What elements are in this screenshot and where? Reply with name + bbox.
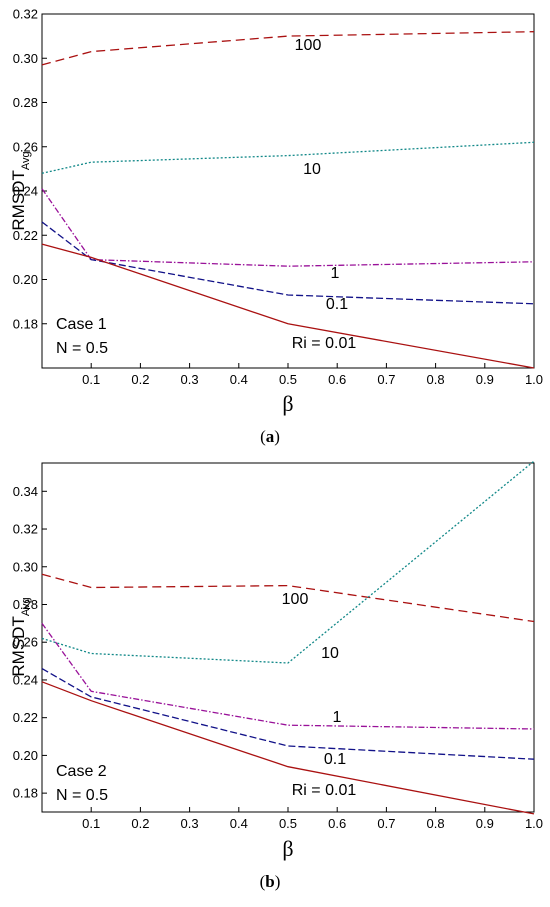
- series-label-100: 100: [295, 37, 322, 54]
- y-tick-label: 0.30: [13, 559, 38, 574]
- x-tick-label: 0.8: [427, 372, 445, 387]
- x-tick-label: 1.0: [525, 372, 543, 387]
- series-label-ri: Ri = 0.01: [292, 782, 357, 799]
- series-line-5: [41, 681, 535, 815]
- y-tick-label: 0.32: [13, 522, 38, 537]
- series-lines: [41, 31, 535, 369]
- x-axis-label: β: [282, 391, 293, 416]
- y-tick-label: 0.26: [13, 139, 38, 154]
- series-label-10: 10: [303, 161, 321, 178]
- series-lines: [41, 460, 535, 815]
- y-tick-label: 0.18: [13, 786, 38, 801]
- case-annotation: Case 1: [56, 316, 107, 333]
- x-tick-label: 0.5: [279, 816, 297, 831]
- x-tick-label: 0.4: [230, 816, 248, 831]
- x-axis-label: β: [282, 836, 293, 861]
- x-tick-label: 0.2: [131, 372, 149, 387]
- y-axis: 0.18 0.20 0.22 0.24 0.26 0.28 0.30 0.32: [13, 7, 47, 331]
- x-tick-label: 0.9: [476, 816, 494, 831]
- x-tick-label: 0.3: [181, 816, 199, 831]
- y-tick-label: 0.18: [13, 316, 38, 331]
- y-tick-label: 0.22: [13, 710, 38, 725]
- plot-frame: [41, 13, 535, 369]
- series-line-3: [41, 188, 535, 267]
- y-tick-label: 0.30: [13, 51, 38, 66]
- x-axis: 0.1 0.2 0.3 0.4 0.5 0.6 0.7 0.8 0.9 1.0: [82, 807, 543, 831]
- x-tick-label: 0.5: [279, 372, 297, 387]
- series-line-2: [41, 460, 535, 664]
- series-label-10: 10: [321, 645, 339, 662]
- x-tick-label: 0.6: [328, 372, 346, 387]
- y-axis-label: RMSDTAvg: [9, 151, 32, 230]
- series-label-1: 1: [331, 265, 340, 282]
- y-tick-label: 0.20: [13, 272, 38, 287]
- x-axis: 0.1 0.2 0.3 0.4 0.5 0.6 0.7 0.8 0.9 1.0: [82, 363, 543, 387]
- y-axis: 0.18 0.20 0.22 0.24 0.26 0.28 0.30 0.32 0.34: [13, 484, 47, 801]
- y-tick-label: 0.32: [13, 7, 38, 22]
- y-tick-label: 0.20: [13, 748, 38, 763]
- chart-panel-b: 0.18 0.20 0.22 0.24 0.26 0.28 0.30 0.32 0.34 0.1…: [9, 460, 543, 891]
- x-tick-label: 1.0: [525, 816, 543, 831]
- y-tick-label: 0.26: [13, 635, 38, 650]
- y-tick-label: 0.22: [13, 228, 38, 243]
- series-label-0.1: 0.1: [324, 751, 346, 768]
- y-tick-label: 0.24: [13, 184, 38, 199]
- n-annotation: N = 0.5: [56, 340, 108, 357]
- y-tick-label: 0.28: [13, 597, 38, 612]
- y-axis-label: RMSDTAvg: [9, 597, 32, 676]
- series-line-3: [41, 623, 535, 730]
- y-tick-label: 0.24: [13, 672, 38, 687]
- series-label-0.1: 0.1: [326, 296, 348, 313]
- series-label-100: 100: [282, 591, 309, 608]
- panel-caption: (b): [260, 872, 281, 891]
- plot-frame: [41, 462, 535, 813]
- series-line-2: [41, 141, 535, 174]
- x-tick-label: 0.4: [230, 372, 248, 387]
- panel-caption: (a): [260, 427, 280, 446]
- x-tick-label: 0.1: [82, 816, 100, 831]
- x-tick-label: 0.8: [427, 816, 445, 831]
- series-label-1: 1: [333, 709, 342, 726]
- series-label-ri: Ri = 0.01: [292, 335, 357, 352]
- n-annotation: N = 0.5: [56, 787, 108, 804]
- chart-panel-a: 0.180.200.220.240.260.280.300.32 0.1 0.2 0…: [9, 7, 543, 447]
- y-tick-label: 0.28: [13, 95, 38, 110]
- case-annotation: Case 2: [56, 763, 107, 780]
- series-line-1: [41, 31, 535, 66]
- x-tick-label: 0.1: [82, 372, 100, 387]
- x-tick-label: 0.6: [328, 816, 346, 831]
- x-tick-label: 0.7: [377, 372, 395, 387]
- x-tick-label: 0.9: [476, 372, 494, 387]
- x-tick-label: 0.3: [181, 372, 199, 387]
- series-line-4: [41, 221, 535, 305]
- x-tick-label: 0.2: [131, 816, 149, 831]
- series-line-1: [41, 573, 535, 623]
- series-line-5: [41, 243, 535, 369]
- series-line-4: [41, 668, 535, 760]
- y-tick-label: 0.34: [13, 484, 38, 499]
- x-tick-label: 0.7: [377, 816, 395, 831]
